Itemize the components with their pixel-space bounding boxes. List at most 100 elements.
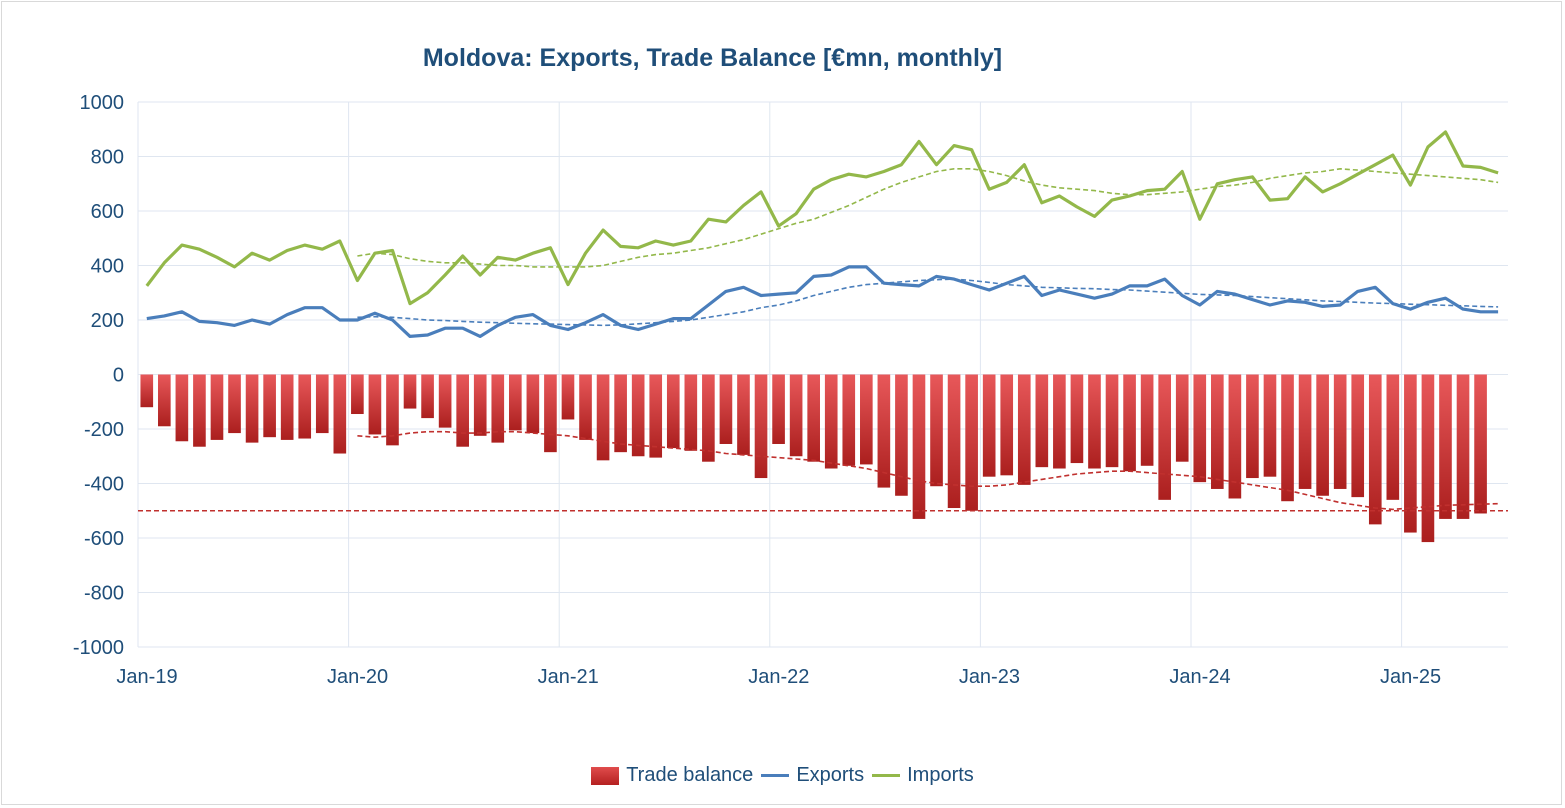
axis-labels: 1000 800 600 400 200 0 -200 -400 -600 -800 -1000 Ja…	[73, 92, 1441, 688]
trade-balance-bar	[403, 374, 417, 409]
x-tick-label: Jan-22	[748, 666, 809, 688]
trade-balance-bar	[1175, 374, 1189, 462]
x-tick-label: Jan-23	[959, 666, 1020, 688]
trade-balance-bar	[456, 374, 469, 447]
trade-balance-bar	[526, 374, 540, 434]
y-tick-label: -200	[84, 419, 124, 441]
trade-balance-bar	[438, 374, 452, 428]
legend-item-exports: Exports	[761, 764, 864, 787]
x-tick-label: Jan-25	[1380, 666, 1441, 688]
legend-item-trade-balance: Trade balance	[591, 764, 753, 787]
imports-line	[145, 130, 1499, 306]
trade-balance-bar	[1298, 374, 1312, 489]
trade-balance-bar	[315, 374, 329, 434]
trade-balance-bar	[702, 374, 715, 462]
y-tick-label: -600	[84, 528, 124, 550]
trade-balance-bar	[245, 374, 259, 443]
trade-balance-bar	[1368, 374, 1382, 525]
legend-swatch-exports	[761, 774, 790, 777]
trade-balance-bar	[1123, 374, 1136, 472]
x-tick-label: Jan-20	[327, 666, 388, 688]
y-tick-label: 0	[113, 365, 124, 387]
trade-balance-bar	[982, 374, 996, 477]
trade-balance-bar	[631, 374, 645, 457]
trade-balance-bar	[333, 374, 347, 454]
trade-balance-bar	[824, 374, 838, 469]
y-tick-label: 1000	[80, 92, 125, 114]
series-lines	[145, 130, 1499, 338]
trade-balance-bar	[1333, 374, 1347, 489]
y-tick-label: -1000	[73, 637, 124, 659]
trade-balance-bar	[1474, 374, 1487, 514]
trade-balance-bar	[1053, 374, 1066, 469]
legend-item-imports: Imports	[872, 764, 974, 787]
trade-balance-bar	[175, 374, 189, 442]
trade-balance-bar	[737, 374, 750, 455]
trade-balance-bar	[930, 374, 943, 487]
trade-balance-bar	[210, 374, 224, 440]
y-tick-label: -400	[84, 474, 124, 496]
trade-balance-bar	[351, 374, 364, 415]
trade-balance-bar	[1105, 374, 1119, 468]
x-tick-label: Jan-24	[1169, 666, 1230, 688]
trade-balance-bar	[368, 374, 382, 435]
trade-balance-bar	[1439, 374, 1452, 519]
trade-balance-bar	[280, 374, 294, 440]
trade-balance-bar	[509, 374, 522, 431]
trade-balance-bar	[386, 374, 399, 446]
trade-balance-bar	[1404, 374, 1417, 533]
trade-balance-bar	[965, 374, 978, 511]
trade-balance-bar	[1316, 374, 1329, 496]
trade-balance-bar	[754, 374, 768, 479]
trade-balance-bar	[1281, 374, 1294, 502]
trade-balance-bar	[1228, 374, 1242, 499]
trade-balance-bar	[860, 374, 873, 465]
y-tick-label: 400	[91, 256, 124, 278]
trade-balance-bar	[789, 374, 803, 457]
trade-balance-bar	[1088, 374, 1101, 469]
trade-balance-bar	[1035, 374, 1049, 468]
trade-balance-bar	[719, 374, 733, 444]
trade-balance-bar	[473, 374, 487, 436]
trade-balance-bar	[1386, 374, 1400, 500]
imports-trendline	[357, 167, 1499, 268]
trade-balance-bar	[579, 374, 592, 440]
exports-trendline	[357, 278, 1499, 327]
trade-balance-bar	[140, 374, 154, 408]
trendlines	[138, 167, 1508, 512]
legend: Trade balance Exports Imports	[0, 764, 1565, 787]
trade-balance-bar	[1211, 374, 1224, 489]
exports-line	[146, 265, 1499, 338]
trade-balance-bar	[614, 374, 627, 453]
legend-swatch-imports	[872, 774, 901, 777]
legend-swatch-trade-balance	[591, 766, 620, 785]
trade-balance-bar	[228, 374, 241, 434]
trade-balance-bar	[1456, 374, 1470, 519]
y-tick-label: 200	[91, 310, 124, 332]
trade-balance-bars	[140, 374, 1487, 543]
trade-balance-bar	[1351, 374, 1365, 498]
trade-balance-bar	[1193, 374, 1207, 483]
trade-balance-bar	[561, 374, 575, 420]
legend-label-imports: Imports	[907, 764, 974, 786]
trade-balance-bar	[544, 374, 557, 453]
y-tick-label: 800	[91, 147, 124, 169]
chart-title: Moldova: Exports, Trade Balance [€mn, mo…	[422, 44, 1003, 72]
trade-balance-bar	[947, 374, 961, 509]
x-tick-label: Jan-19	[116, 666, 177, 688]
trade-balance-bar	[1263, 374, 1277, 477]
trade-balance-bar	[649, 374, 663, 458]
trade-balance-bar	[1421, 374, 1435, 543]
trade-balance-bar	[912, 374, 926, 519]
trade-balance-bar	[895, 374, 908, 496]
trade-balance-bar	[1017, 374, 1031, 485]
trade-balance-bar	[596, 374, 610, 461]
legend-label-trade-balance: Trade balance	[626, 764, 754, 786]
trade-balance-bar	[1140, 374, 1154, 466]
trade-balance-bar	[491, 374, 505, 443]
trade-balance-bar	[1158, 374, 1171, 500]
trade-balance-bar	[263, 374, 276, 438]
trade-balance-bar	[842, 374, 856, 466]
trade-balance-bar	[1070, 374, 1084, 464]
